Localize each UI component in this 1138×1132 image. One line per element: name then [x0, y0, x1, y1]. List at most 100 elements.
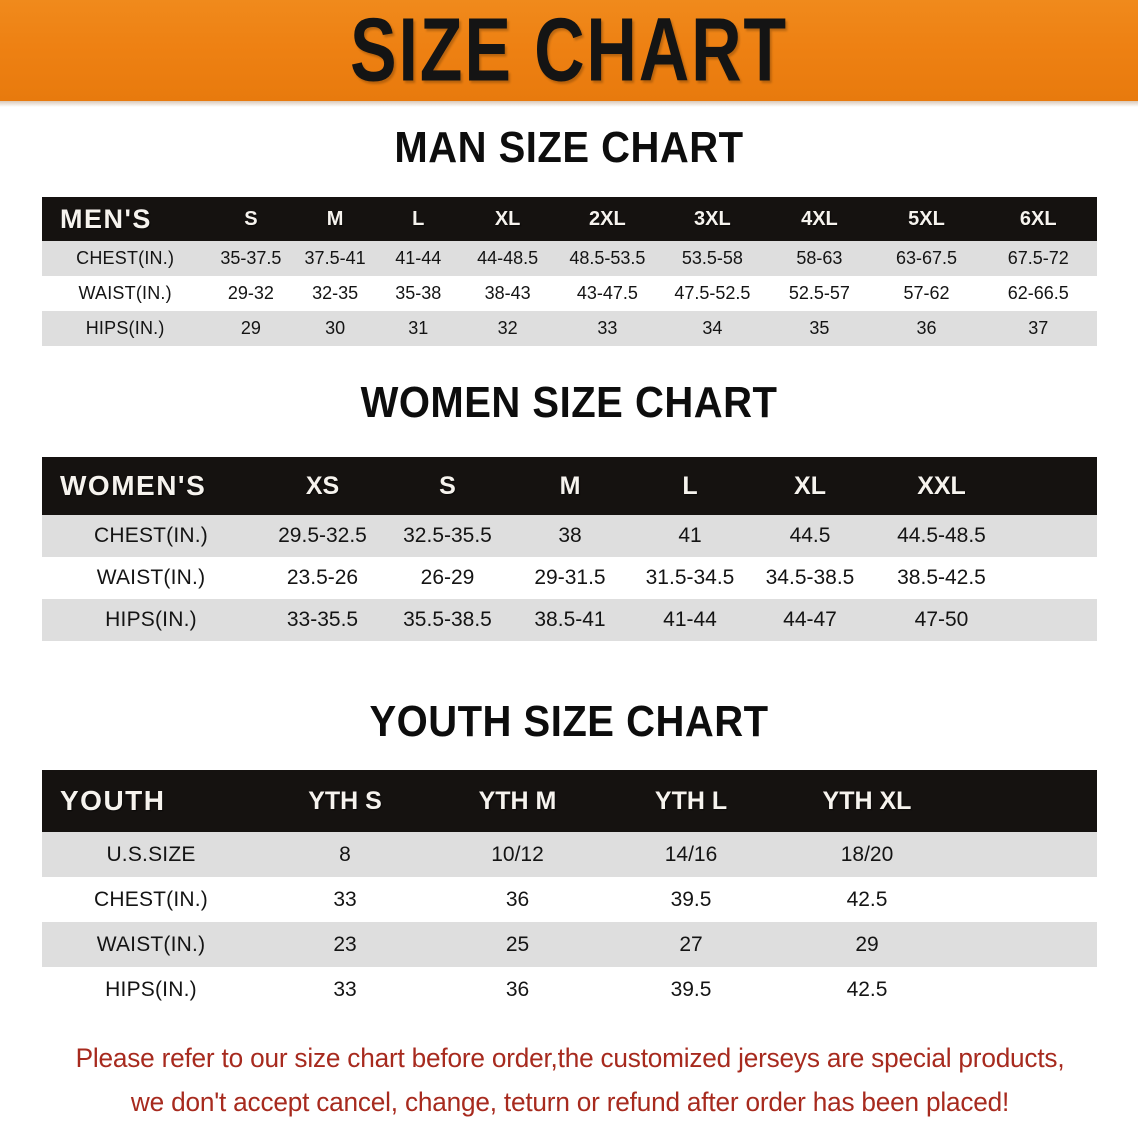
table-cell: 35 — [809, 318, 830, 338]
table-cell: 35-38 — [395, 283, 442, 303]
table-cell: 58-63 — [796, 248, 843, 268]
men-row-label-chest: CHEST(IN.) — [76, 248, 175, 268]
table-cell: 32.5-35.5 — [403, 524, 492, 547]
table-cell-spacer — [957, 877, 1097, 922]
men-col-2xl: 2XL — [589, 207, 626, 230]
table-cell: 38.5-41 — [534, 608, 606, 631]
table-cell: 67.5-72 — [1007, 248, 1069, 268]
table-row: HIPS(IN.) 33-35.5 35.5-38.5 38.5-41 41-4… — [42, 599, 1097, 641]
men-col-5xl: 5XL — [908, 207, 945, 230]
youth-col-l: YTH L — [654, 786, 728, 815]
youth-section-title: YOUTH SIZE CHART — [369, 698, 769, 746]
table-cell: 32-35 — [312, 283, 359, 303]
table-cell: 39.5 — [670, 977, 712, 1001]
table-cell: 43-47.5 — [576, 283, 638, 303]
table-cell: 44-47 — [783, 608, 837, 631]
youth-row-label-us-size: U.S.SIZE — [106, 842, 196, 866]
table-cell: 32 — [497, 318, 518, 338]
women-section-title: WOMEN SIZE CHART — [360, 379, 778, 427]
table-cell: 33-35.5 — [286, 608, 359, 631]
table-cell: 29 — [240, 318, 261, 338]
table-row: HIPS(IN.) 33 36 39.5 42.5 — [42, 967, 1097, 1012]
table-cell: 23.5-26 — [286, 566, 359, 589]
table-cell: 44.5 — [789, 524, 831, 547]
men-row-label-hips: HIPS(IN.) — [85, 318, 165, 338]
youth-col-xl: YTH XL — [822, 786, 912, 815]
men-col-l: L — [412, 207, 425, 230]
banner: SIZE CHART — [0, 0, 1138, 101]
table-cell: 30 — [325, 318, 346, 338]
table-cell: 36 — [505, 887, 530, 911]
men-col-6xl: 6XL — [1019, 207, 1057, 230]
table-cell: 14/16 — [664, 842, 718, 866]
table-cell: 52.5-57 — [788, 283, 850, 303]
table-cell: 36 — [505, 977, 530, 1001]
table-cell: 62-66.5 — [1007, 283, 1069, 303]
table-cell: 38 — [558, 524, 582, 547]
table-cell: 37 — [1028, 318, 1049, 338]
table-cell: 25 — [505, 932, 530, 956]
table-cell-spacer — [1013, 599, 1097, 641]
women-row-label-hips: HIPS(IN.) — [105, 608, 197, 631]
table-cell: 27 — [679, 932, 703, 956]
banner-shadow — [0, 101, 1138, 107]
youth-rowlabel-header: YOUTH — [60, 785, 166, 816]
table-cell: 41 — [678, 524, 702, 547]
table-cell-spacer — [957, 922, 1097, 967]
table-cell: 26-29 — [420, 566, 475, 589]
table-cell: 47.5-52.5 — [674, 283, 751, 303]
youth-row-label-hips: HIPS(IN.) — [105, 977, 197, 1001]
table-row: CHEST(IN.) 35-37.5 37.5-41 41-44 44-48.5… — [42, 241, 1097, 276]
women-col-m: M — [559, 471, 581, 500]
table-row: CHEST(IN.) 29.5-32.5 32.5-35.5 38 41 44.… — [42, 515, 1097, 557]
table-cell: 29-31.5 — [534, 566, 606, 589]
men-rowlabel-header: MEN'S — [60, 203, 152, 234]
men-col-m: M — [326, 207, 344, 230]
women-size-table: WOMEN'S XS S M L XL XXL CHEST(IN.) 29.5-… — [42, 457, 1097, 641]
table-cell: 34 — [702, 318, 723, 338]
table-cell: 38.5-42.5 — [897, 566, 986, 589]
women-col-l: L — [682, 471, 698, 500]
table-cell: 31 — [408, 318, 429, 338]
table-cell: 29.5-32.5 — [278, 524, 367, 547]
table-cell-spacer — [957, 832, 1097, 877]
men-row-label-waist: WAIST(IN.) — [78, 283, 172, 303]
table-cell: 38-43 — [484, 283, 531, 303]
table-cell: 41-44 — [663, 608, 717, 631]
table-cell: 29-32 — [227, 283, 274, 303]
table-cell: 37.5-41 — [304, 248, 366, 268]
women-row-label-waist: WAIST(IN.) — [96, 566, 206, 589]
table-cell: 35-37.5 — [220, 248, 282, 268]
table-row: CHEST(IN.) 33 36 39.5 42.5 — [42, 877, 1097, 922]
youth-header-row: YOUTH YTH S YTH M YTH L YTH XL — [42, 770, 1097, 832]
youth-row-label-chest: CHEST(IN.) — [94, 887, 208, 911]
youth-size-table: YOUTH YTH S YTH M YTH L YTH XL U.S.SIZE … — [42, 770, 1097, 1012]
table-cell: 41-44 — [395, 248, 442, 268]
table-cell: 44.5-48.5 — [897, 524, 986, 547]
table-cell: 10/12 — [491, 842, 544, 866]
women-col-xxl: XXL — [917, 471, 966, 500]
women-rowlabel-header: WOMEN'S — [60, 470, 207, 501]
women-col-xl: XL — [794, 471, 826, 500]
man-section-title: MAN SIZE CHART — [394, 124, 744, 172]
table-cell: 57-62 — [903, 283, 950, 303]
men-col-4xl: 4XL — [801, 207, 838, 230]
women-row-label-chest: CHEST(IN.) — [94, 524, 208, 547]
table-cell-spacer — [957, 967, 1097, 1012]
table-row: HIPS(IN.) 29 30 31 32 33 34 35 36 37 — [42, 311, 1097, 346]
table-cell: 33 — [597, 318, 618, 338]
disclaimer: Please refer to our size chart before or… — [56, 1036, 1084, 1124]
table-cell: 36 — [916, 318, 937, 338]
table-cell: 39.5 — [670, 887, 712, 911]
table-cell: 33 — [333, 887, 357, 911]
youth-col-m: YTH M — [478, 786, 557, 815]
table-cell: 33 — [333, 977, 357, 1001]
men-col-3xl: 3XL — [694, 207, 731, 230]
men-col-s: S — [244, 207, 258, 230]
table-cell-spacer — [1013, 515, 1097, 557]
table-cell: 63-67.5 — [895, 248, 957, 268]
table-cell: 35.5-38.5 — [403, 608, 492, 631]
youth-row-label-waist: WAIST(IN.) — [96, 932, 206, 956]
banner-title: SIZE CHART — [350, 0, 788, 101]
table-cell: 42.5 — [846, 887, 888, 911]
